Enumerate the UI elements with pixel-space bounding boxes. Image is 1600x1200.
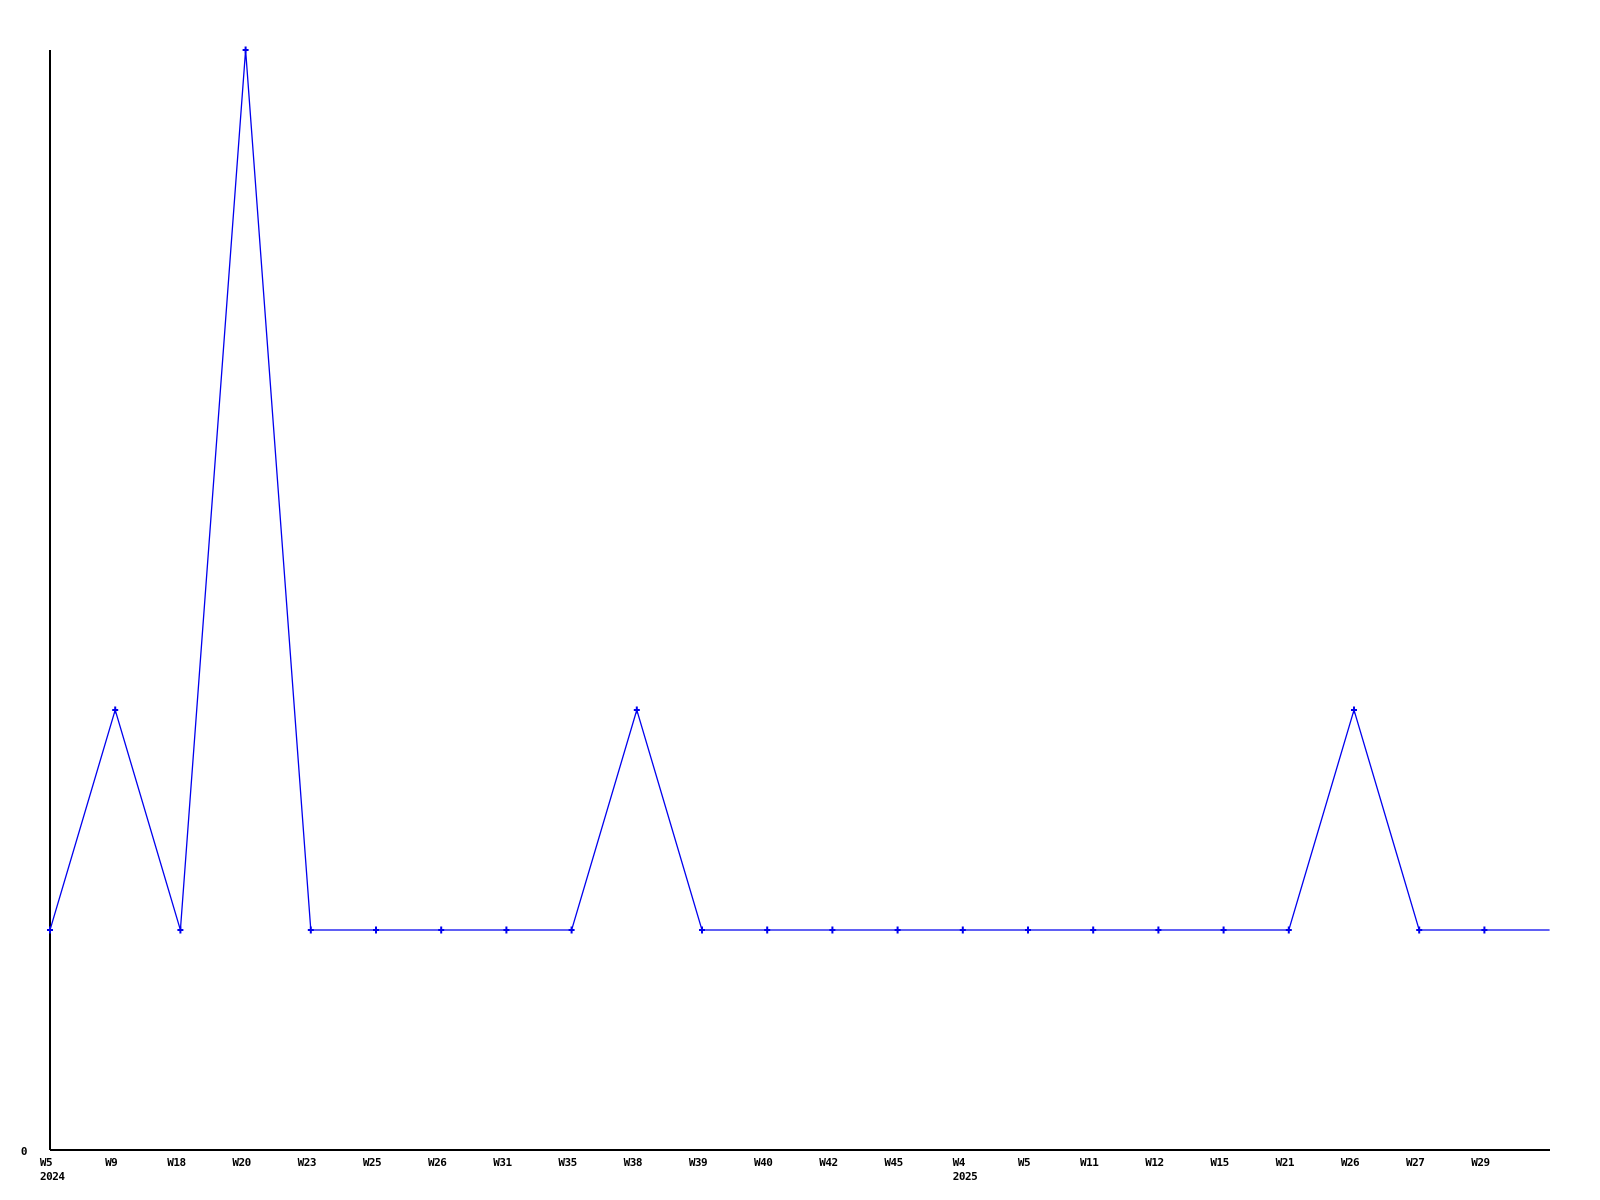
- x-axis-labels: W5 W9 W18 W20 W23 W25 W26 W31 W35 W38 W39 W40 W42 W45…: [40, 1156, 1490, 1169]
- x-tick-label: W5: [40, 1156, 52, 1169]
- x-tick-label: W25: [363, 1156, 381, 1169]
- x-tick-label: W20: [232, 1156, 250, 1169]
- data-point-marker: [1351, 706, 1357, 714]
- data-point-marker: [47, 926, 53, 934]
- x-axis-year-labels: 2024 2025: [40, 1170, 978, 1183]
- data-point-marker: [699, 926, 705, 934]
- x-tick-label: W45: [884, 1156, 902, 1169]
- data-point-marker: [633, 706, 640, 714]
- data-point-marker: [438, 926, 445, 934]
- data-point-markers: [47, 46, 1488, 934]
- data-point-marker: [764, 926, 771, 934]
- data-point-marker: [829, 926, 836, 934]
- x-tick-label: W23: [298, 1156, 316, 1169]
- data-point-marker: [1155, 926, 1162, 934]
- x-tick-label: W21: [1276, 1156, 1295, 1169]
- x-tick-label: W26: [428, 1156, 447, 1169]
- data-point-marker: [503, 926, 510, 934]
- x-tick-label: W15: [1210, 1156, 1228, 1169]
- data-point-marker: [1090, 926, 1097, 934]
- data-point-marker: [959, 926, 966, 934]
- data-point-marker: [568, 926, 575, 934]
- data-point-marker: [177, 926, 184, 934]
- x-tick-label: W42: [819, 1156, 837, 1169]
- data-point-marker: [1220, 926, 1227, 934]
- data-point-marker: [894, 926, 901, 934]
- x-tick-label: W11: [1080, 1156, 1099, 1169]
- data-point-marker: [1416, 926, 1423, 934]
- x-tick-label: W18: [167, 1156, 185, 1169]
- x-tick-label: W39: [689, 1156, 707, 1169]
- x-tick-label: W38: [624, 1156, 642, 1169]
- data-line: [49, 49, 1550, 931]
- x-axis-year-label: 2024: [40, 1170, 65, 1183]
- data-point-marker: [242, 46, 249, 54]
- x-tick-label: W35: [558, 1156, 576, 1169]
- x-tick-label: W29: [1471, 1156, 1489, 1169]
- x-tick-label: W26: [1341, 1156, 1360, 1169]
- data-point-marker: [1285, 926, 1292, 934]
- data-point-marker: [1481, 926, 1488, 934]
- x-tick-label: W4: [953, 1156, 966, 1169]
- x-tick-label: W40: [754, 1156, 772, 1169]
- data-point-marker: [112, 706, 119, 714]
- x-tick-label: W5: [1018, 1156, 1030, 1169]
- data-point-marker: [307, 926, 314, 934]
- x-tick-label: W12: [1145, 1156, 1163, 1169]
- y-axis-zero-label: 0: [21, 1145, 27, 1158]
- x-tick-label: W9: [105, 1156, 117, 1169]
- data-point-marker: [373, 926, 379, 934]
- x-axis-year-label: 2025: [953, 1170, 978, 1183]
- x-tick-label: W31: [493, 1156, 512, 1169]
- x-tick-label: W27: [1406, 1156, 1424, 1169]
- data-point-marker: [1025, 926, 1031, 934]
